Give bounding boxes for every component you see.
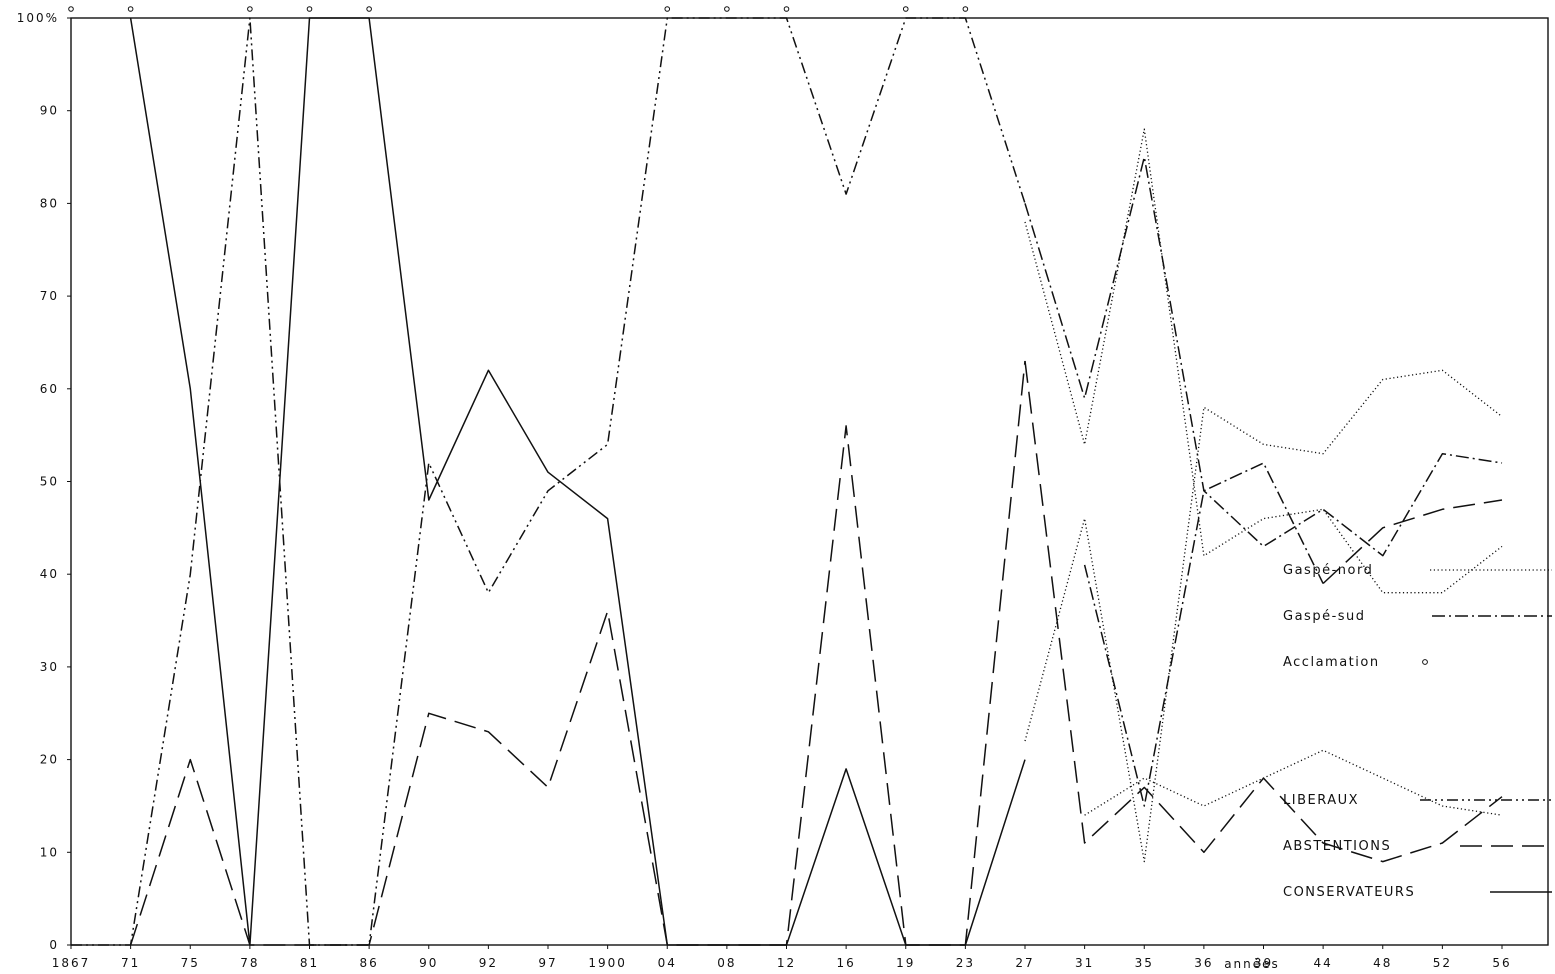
x-tick-label: 19 <box>896 956 915 970</box>
x-tick-label: 35 <box>1135 956 1154 970</box>
x-tick-label: 1900 <box>588 956 627 970</box>
x-tick-label: 78 <box>240 956 259 970</box>
legend-label: LIBERAUX <box>1283 793 1359 808</box>
x-tick-label: 56 <box>1492 956 1511 970</box>
legend-label: CONSERVATEURS <box>1283 885 1415 900</box>
y-tick-label: 10 <box>40 845 59 859</box>
x-tick-label: 04 <box>658 956 677 970</box>
series-line <box>1025 129 1502 593</box>
acclamation-marker <box>69 7 74 12</box>
x-tick-label: 48 <box>1373 956 1392 970</box>
y-tick-label: 20 <box>40 753 59 767</box>
series-line <box>131 361 1025 945</box>
y-tick-label: 40 <box>40 567 59 581</box>
acclamation-marker <box>128 7 133 12</box>
x-tick-label: 75 <box>181 956 200 970</box>
x-tick-label: 52 <box>1433 956 1452 970</box>
series-line <box>71 18 1025 945</box>
y-tick-label: 70 <box>40 289 59 303</box>
y-tick-label: 100% <box>17 11 59 25</box>
legend-swatch <box>1423 660 1428 665</box>
x-tick-label: 44 <box>1313 956 1332 970</box>
acclamation-marker <box>903 7 908 12</box>
x-axis-label: années <box>1224 957 1280 971</box>
x-tick-label: 92 <box>479 956 498 970</box>
x-tick-label: 23 <box>956 956 975 970</box>
x-tick-label: 12 <box>777 956 796 970</box>
legend-label: Gaspé-nord <box>1283 563 1373 578</box>
acclamation-marker <box>725 7 730 12</box>
x-tick-label: 16 <box>836 956 855 970</box>
y-tick-label: 60 <box>40 382 59 396</box>
series-line <box>1025 157 1502 556</box>
y-tick-label: 80 <box>40 196 59 210</box>
acclamation-marker <box>963 7 968 12</box>
x-tick-label: 31 <box>1075 956 1094 970</box>
x-tick-label: 08 <box>717 956 736 970</box>
legend-label: Acclamation <box>1283 655 1380 670</box>
y-tick-label: 30 <box>40 660 59 674</box>
x-tick-label: 86 <box>359 956 378 970</box>
x-tick-label: 27 <box>1015 956 1034 970</box>
y-tick-label: 0 <box>49 938 59 952</box>
series-line <box>131 18 1025 945</box>
x-tick-label: 81 <box>300 956 319 970</box>
legend-label: Gaspé-sud <box>1283 609 1366 624</box>
legend-label: ABSTENTIONS <box>1283 839 1391 854</box>
acclamation-marker <box>665 7 670 12</box>
acclamation-marker <box>307 7 312 12</box>
x-tick-label: 36 <box>1194 956 1213 970</box>
x-tick-label: 97 <box>538 956 557 970</box>
y-tick-label: 90 <box>40 104 59 118</box>
x-tick-label: 1867 <box>52 956 91 970</box>
acclamation-marker <box>784 7 789 12</box>
acclamation-marker <box>248 7 253 12</box>
acclamation-marker <box>367 7 372 12</box>
y-tick-label: 50 <box>40 475 59 489</box>
x-tick-label: 90 <box>419 956 438 970</box>
x-tick-label: 71 <box>121 956 140 970</box>
